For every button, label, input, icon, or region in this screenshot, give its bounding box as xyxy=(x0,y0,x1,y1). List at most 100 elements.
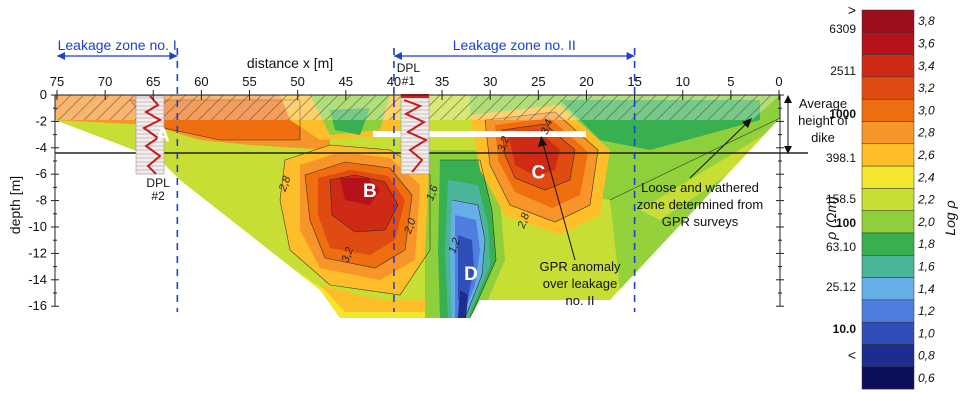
dpl-log-1 xyxy=(400,94,430,175)
y-tick-label: -6 xyxy=(35,166,47,181)
colorbar-swatch xyxy=(861,344,915,368)
dike-height-annotation: Average height of dike xyxy=(784,95,848,154)
zone-arrow-head xyxy=(169,52,178,60)
dpl-labels: DPL #2 DPL #1 xyxy=(146,61,420,203)
contour-label: 3,4 xyxy=(539,118,556,136)
contour-labels: 2,8 3,2 2,0 1,6 1,2 2,8 3,4 3,2 xyxy=(277,118,556,265)
colorbar-swatch xyxy=(861,32,915,55)
colorbar-swatch xyxy=(861,165,915,189)
colorbar-rho-label: 63.10 xyxy=(826,240,856,254)
colorbar-rho-label: 158.5 xyxy=(826,192,856,206)
x-tick-label: 60 xyxy=(194,74,208,89)
y-tick-label: -10 xyxy=(28,219,47,234)
contour-label: 1,2 xyxy=(446,237,463,255)
colorbar-rho-label: 10.0 xyxy=(833,322,857,336)
colorbar-level-label: 3,4 xyxy=(918,59,935,73)
colorbar-swatch xyxy=(861,9,915,33)
x-tick-label: 15 xyxy=(627,74,641,89)
colorbar-level-label: 3,8 xyxy=(918,14,935,28)
colorbar-rho-label: 2511 xyxy=(830,64,856,78)
colorbar-swatch xyxy=(861,188,915,211)
y-axis-title: depth [m] xyxy=(7,176,23,234)
colorbar-swatch xyxy=(861,143,915,167)
colorbar-level-label: 3,0 xyxy=(918,103,935,117)
dpl-log-2 xyxy=(135,95,165,175)
loose-zone-annotation: Loose and wathered zone determined from GP… xyxy=(637,118,763,229)
colorbar-swatch xyxy=(861,277,915,301)
x-tick-label: 40 xyxy=(387,74,401,89)
dpl-label: DPL #2 xyxy=(146,176,170,203)
colorbar-rho-label: ρ (Ωm) xyxy=(823,196,839,241)
x-axis-title: distance x [m] xyxy=(247,55,333,71)
y-tick-label: -2 xyxy=(35,113,47,128)
colorbar-level-label: 2,8 xyxy=(917,126,935,140)
zone-arrow-head xyxy=(393,52,402,60)
y-axis-ticks: 0 -2 -4 -6 -8 -10 -12 -14 -16 xyxy=(28,87,784,313)
colorbar-level-label: 3,6 xyxy=(918,36,935,50)
colorbar-level-label: 1,6 xyxy=(918,259,935,273)
contour-label: 2,8 xyxy=(515,211,532,231)
x-tick-label: 30 xyxy=(483,74,497,89)
colorbar-rho-label: > xyxy=(848,2,856,18)
colorbar-level-label: 1,8 xyxy=(918,237,935,251)
colorbar-rho-label: 100 xyxy=(836,216,856,230)
colorbar-swatch xyxy=(861,98,915,122)
x-tick-label: 20 xyxy=(579,74,593,89)
colorbar-level-label: 2,0 xyxy=(917,215,935,229)
colorbar-swatch xyxy=(861,121,915,145)
x-tick-label: 75 xyxy=(50,74,64,89)
colorbar-level-label: 0,8 xyxy=(918,349,935,363)
x-tick-label: 35 xyxy=(435,74,449,89)
zone-label: Leakage zone no. I xyxy=(58,37,177,53)
x-axis-ticks: 75 70 65 60 55 50 45 40 35 30 25 20 15 10 5 0 xyxy=(50,74,783,100)
region-label: C xyxy=(531,163,545,184)
colorbar-swatch xyxy=(861,255,915,278)
colorbar-rho-label: 1000 xyxy=(829,107,856,121)
gpr-anomaly-bar xyxy=(373,131,586,137)
x-tick-label: 25 xyxy=(531,74,545,89)
colorbar-level-label: 2,6 xyxy=(917,148,935,162)
x-tick-label: 70 xyxy=(98,74,112,89)
contour-label: 1,6 xyxy=(424,183,441,202)
colorbar-swatch xyxy=(861,299,915,323)
zone-arrow-head xyxy=(57,52,65,60)
colorbar-level-label: 1,2 xyxy=(918,304,935,318)
y-tick-label: -14 xyxy=(28,272,47,287)
y-tick-label: 0 xyxy=(40,87,47,102)
x-tick-label: 45 xyxy=(339,74,353,89)
contour-label: 3,2 xyxy=(340,246,357,264)
x-tick-label: 5 xyxy=(727,74,734,89)
contour-label: 3,2 xyxy=(495,135,512,153)
colorbar-rho-label: < xyxy=(848,347,856,363)
colorbar-rho-label: 25.12 xyxy=(826,280,856,294)
leakage-zones: Leakage zone no. I Leakage zone no. II xyxy=(57,37,636,312)
colorbar-swatch xyxy=(861,321,915,345)
zone-label: Leakage zone no. II xyxy=(453,37,576,53)
colorbar: 3,8 3,6 3,4 3,2 3,0 2,8 2,6 2,4 2,2 2,0 1,8 1,6 1,4 1… xyxy=(826,2,935,390)
colorbar-level-label: 2,4 xyxy=(917,170,935,184)
region-label: B xyxy=(363,181,377,202)
x-tick-label: 10 xyxy=(675,74,689,89)
zone-arrow-head xyxy=(626,52,635,60)
colorbar-swatch xyxy=(861,210,915,234)
y-tick-label: -16 xyxy=(28,298,47,313)
x-tick-label: 65 xyxy=(146,74,160,89)
gpr-anomaly-annotation: GPR anomaly over leakage no. II xyxy=(538,136,621,308)
colorbar-level-label: 0,6 xyxy=(918,371,935,385)
colorbar-level-label: 1,4 xyxy=(918,282,935,296)
dpl-label: DPL #1 xyxy=(397,61,421,88)
colorbar-level-label: 2,2 xyxy=(917,193,935,207)
colorbar-rho-label: 6309 xyxy=(829,22,856,36)
colorbar-swatch xyxy=(861,366,915,390)
x-tick-label: 0 xyxy=(775,74,782,89)
colorbar-swatch xyxy=(861,76,915,100)
colorbar-level-label: 3,2 xyxy=(918,81,935,95)
colorbar-swatch xyxy=(861,232,915,256)
contour-label: 2,8 xyxy=(277,174,294,194)
colorbar-log-label: Log ρ xyxy=(942,200,958,235)
region-labels: A B C D xyxy=(156,126,545,286)
